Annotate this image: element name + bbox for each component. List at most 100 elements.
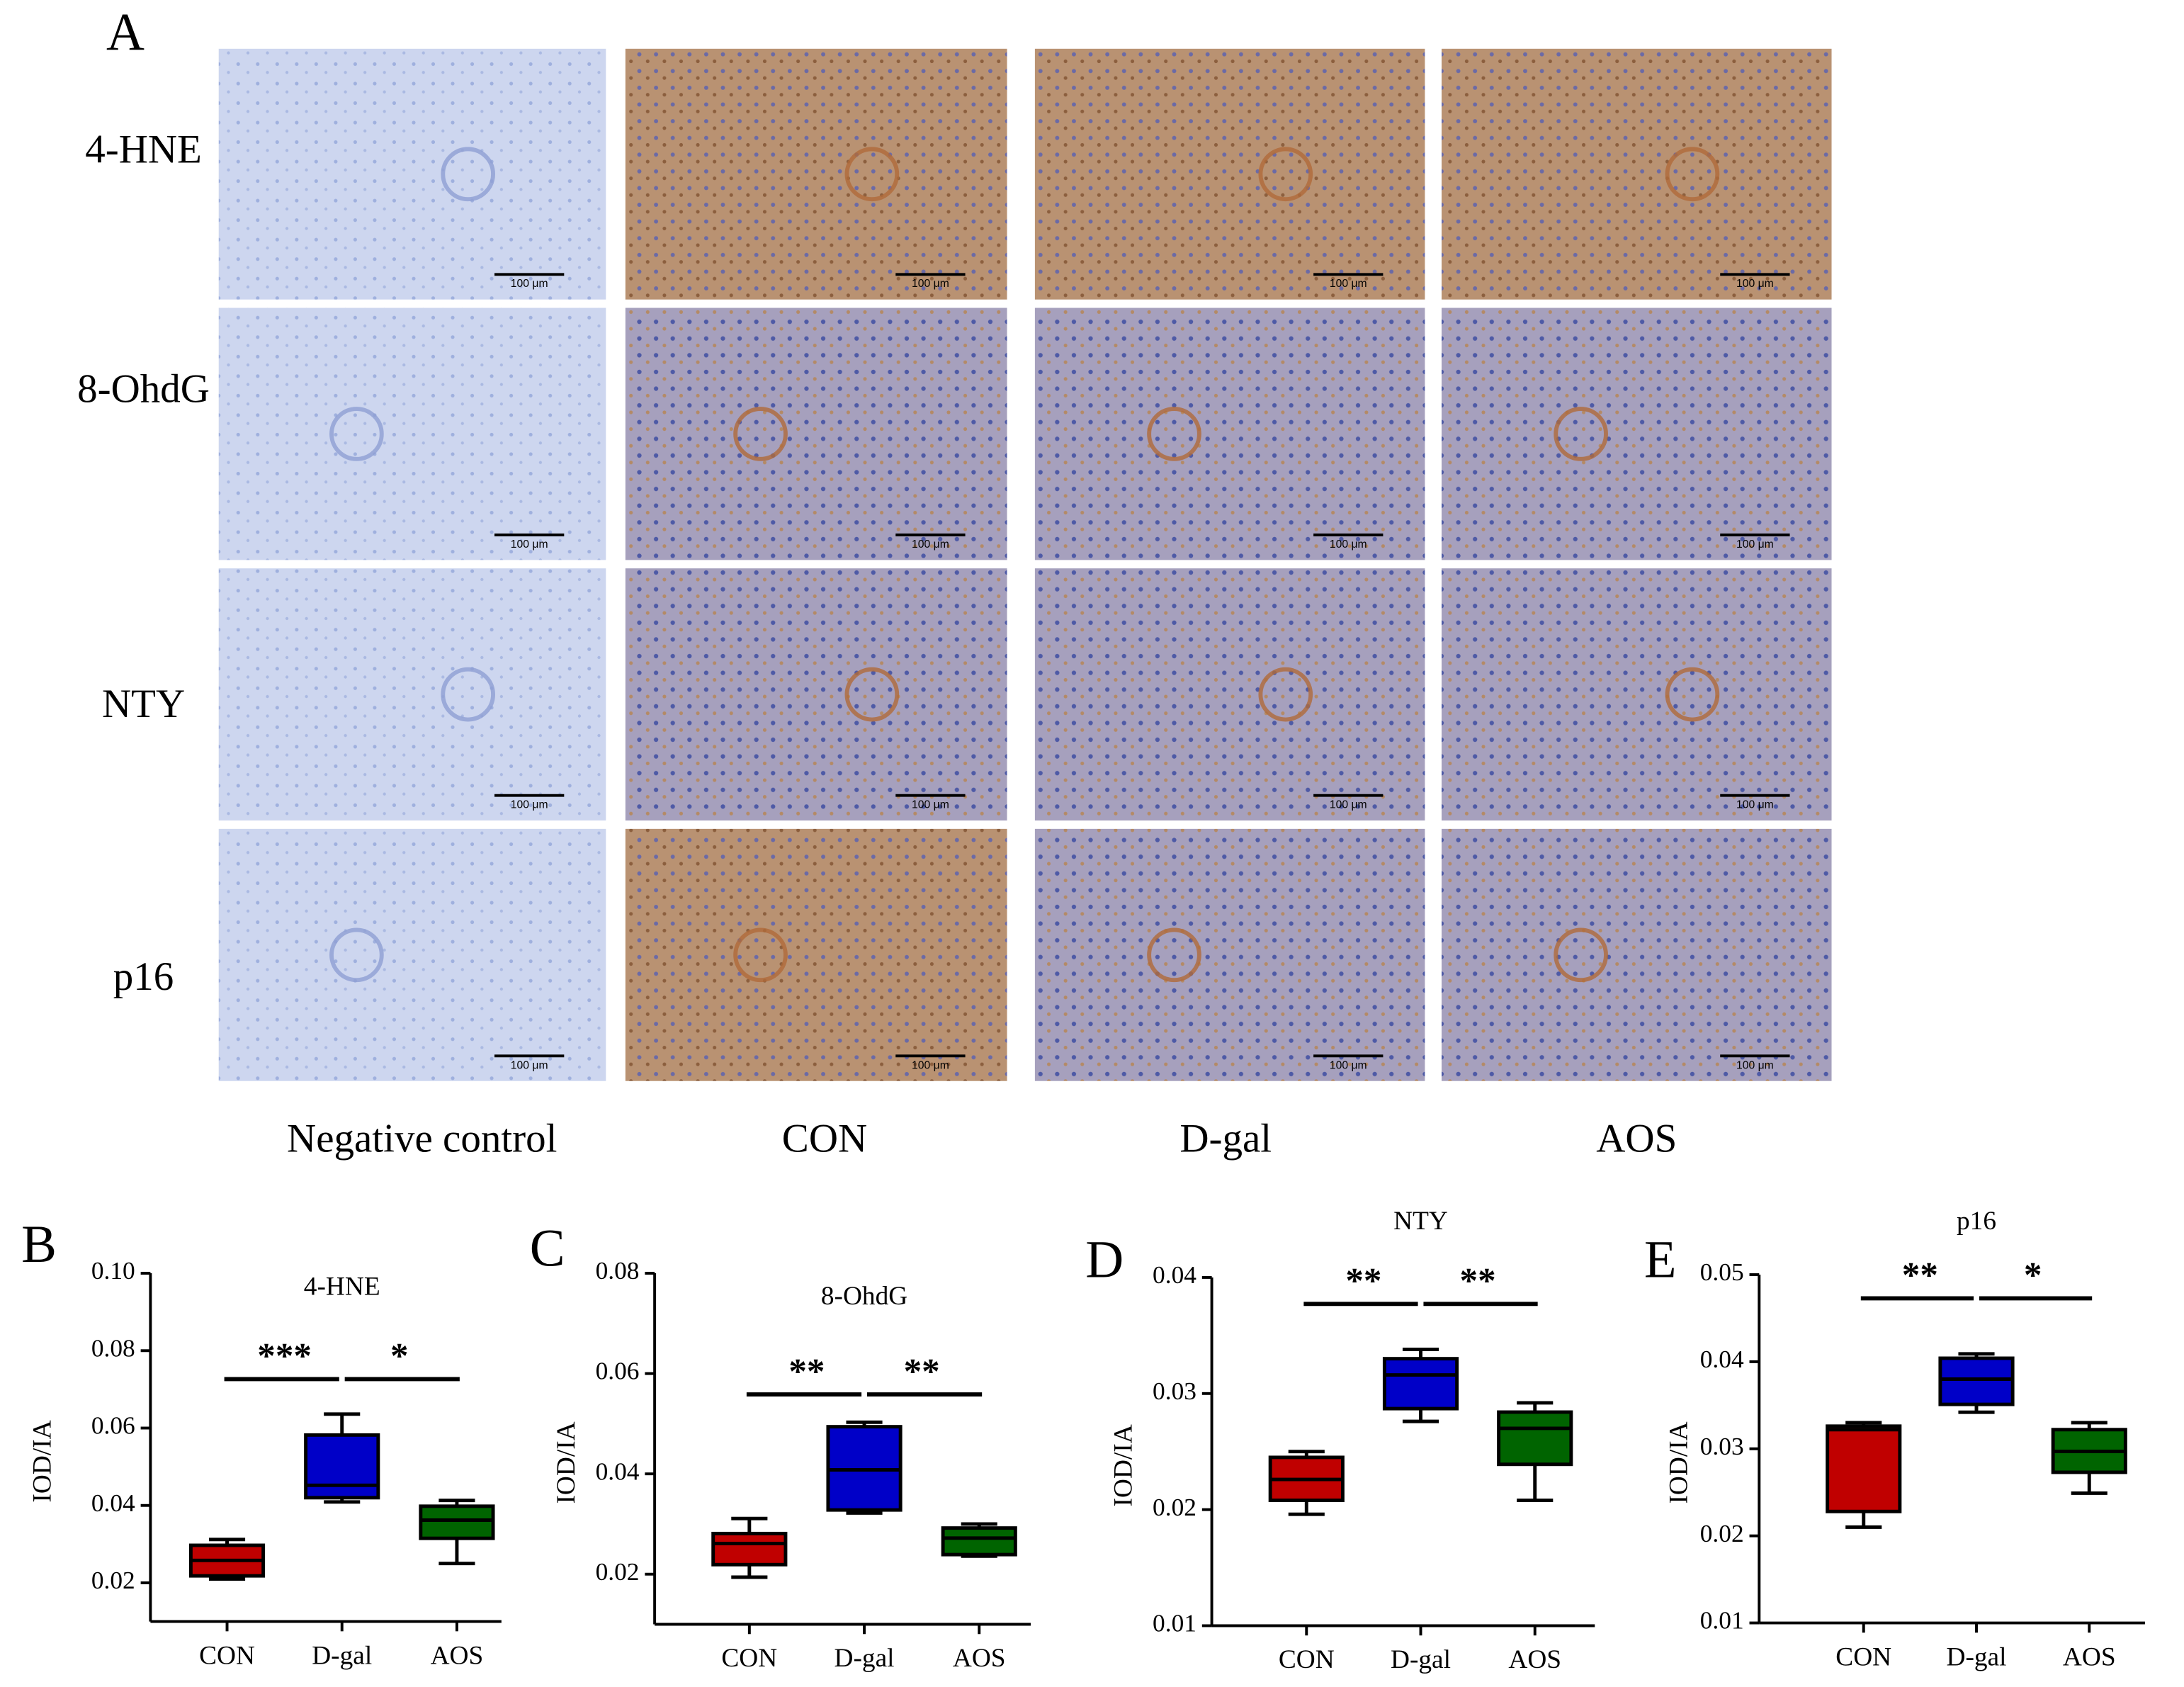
box [711,1531,788,1567]
y-axis-label: IOD/IA [552,1421,581,1503]
follicle [329,407,384,461]
scale-bar-label: 100 μm [1330,538,1367,551]
y-tick-label: 0.02 [91,1566,135,1594]
y-tick-label: 0.01 [1153,1609,1196,1637]
y-tick-label: 0.02 [1153,1493,1196,1521]
scale-bar-label: 100 μm [912,1059,949,1071]
panel-label: A [106,3,145,62]
micrograph [218,308,606,560]
micrograph [1442,828,1832,1081]
micrograph [1034,308,1425,560]
scale-bar-label: 100 μm [1736,1059,1774,1071]
follicle [1665,147,1720,202]
row-label: 8-OhdG [77,367,210,412]
column-label: D-gal [1179,1116,1272,1161]
micrograph [1034,568,1425,821]
scale-bar-label: 100 μm [1736,799,1774,811]
significance-label: ** [1902,1256,1938,1296]
follicle [733,927,788,983]
follicle [1258,147,1313,202]
row-label: 4-HNE [85,127,202,171]
follicle [1554,407,1608,461]
column-label: Negative control [287,1116,557,1161]
follicle [1147,407,1201,461]
y-tick-label: 0.04 [91,1489,135,1517]
scale-bar-label: 100 μm [511,278,548,290]
x-tick-label: AOS [1508,1645,1561,1674]
follicle [441,147,496,202]
column-label: AOS [1596,1116,1677,1161]
scale-bar-label: 100 μm [912,538,949,551]
x-tick-label: AOS [2063,1642,2116,1671]
scale-bar-label: 100 μm [912,278,949,290]
x-tick-label: AOS [431,1641,484,1670]
scale-bar-label: 100 μm [511,538,548,551]
y-tick-label: 0.08 [596,1256,640,1285]
y-tick-label: 0.04 [1153,1260,1196,1289]
micrograph [625,48,1007,300]
x-tick-label: CON [199,1641,255,1670]
scale-bar-label: 100 μm [511,799,548,811]
box [419,1504,495,1540]
follicle [1258,667,1313,722]
x-tick-label: CON [1835,1642,1891,1671]
follicle [844,667,900,722]
panel-label: B [21,1215,57,1274]
micrograph [625,568,1007,821]
significance-label: ** [1460,1261,1496,1302]
follicle [1147,927,1201,983]
scale-bar-label: 100 μm [1736,538,1774,551]
micrograph [625,308,1007,560]
chart-title: NTY [1393,1207,1448,1236]
x-tick-label: CON [1279,1645,1335,1674]
y-axis-label: IOD/IA [1109,1424,1138,1506]
micrograph [218,828,606,1081]
micrograph [625,828,1007,1081]
y-tick-label: 0.01 [1700,1606,1744,1635]
micrograph [218,48,606,300]
y-tick-label: 0.08 [91,1333,135,1362]
row-label: NTY [102,682,185,726]
micrograph [1442,308,1832,560]
y-tick-label: 0.05 [1700,1258,1744,1286]
row-label: p16 [113,954,174,999]
y-tick-label: 0.03 [1700,1432,1744,1460]
significance-label: * [390,1336,409,1377]
x-tick-label: D-gal [834,1644,895,1673]
y-axis-label: IOD/IA [1665,1421,1694,1503]
y-tick-label: 0.04 [596,1457,640,1485]
panel-label: E [1644,1230,1677,1289]
y-tick-label: 0.02 [1700,1519,1744,1547]
y-axis-label: IOD/IA [28,1420,57,1502]
follicle [1554,927,1608,983]
scale-bar-label: 100 μm [1330,799,1367,811]
scale-bar-label: 100 μm [1330,1059,1367,1071]
scale-bar-label: 100 μm [912,799,949,811]
chart-title: p16 [1957,1207,1996,1236]
box [1382,1357,1459,1411]
x-tick-label: D-gal [312,1641,372,1670]
box [304,1433,380,1500]
significance-label: *** [257,1336,312,1377]
y-tick-label: 0.06 [91,1411,135,1440]
significance-label: ** [788,1351,825,1392]
x-tick-label: D-gal [1391,1645,1451,1674]
follicle [844,147,900,202]
y-tick-label: 0.10 [91,1256,135,1285]
x-tick-label: AOS [953,1644,1006,1673]
follicle [1665,667,1720,722]
micrograph [1034,48,1425,300]
micrograph [1442,48,1832,300]
significance-label: * [2024,1256,2042,1296]
scale-bar-label: 100 μm [1330,278,1367,290]
x-tick-label: CON [721,1644,777,1673]
significance-label: ** [1345,1261,1381,1302]
x-tick-label: D-gal [1946,1642,2006,1671]
follicle [733,407,788,461]
follicle [441,667,496,722]
y-tick-label: 0.04 [1700,1345,1744,1373]
column-label: CON [782,1116,867,1161]
scale-bar-label: 100 μm [511,1059,548,1071]
micrograph [1034,828,1425,1081]
